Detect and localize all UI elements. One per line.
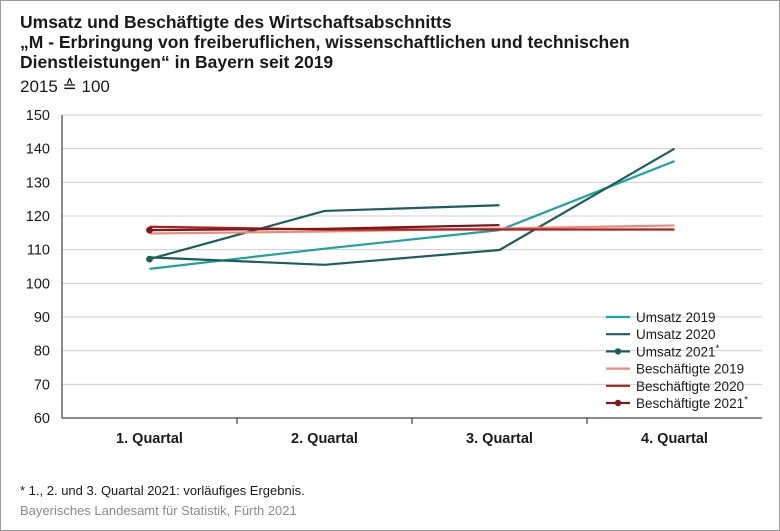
title-line-2: „M - Erbringung von freiberuflichen, wis… xyxy=(20,32,630,52)
x-category-label: 3. Quartal xyxy=(466,431,533,447)
y-tick-label: 140 xyxy=(26,142,50,158)
series-group xyxy=(146,147,676,270)
y-tick-label: 70 xyxy=(34,377,50,393)
source-note: Bayerisches Landesamt für Statistik, Für… xyxy=(20,503,297,518)
y-tick-label: 130 xyxy=(26,175,50,191)
chart-title: Umsatz und Beschäftigte des Wirtschaftsa… xyxy=(20,12,760,72)
x-category-label: 4. Quartal xyxy=(641,431,708,447)
legend-label: Umsatz 2021* xyxy=(636,343,720,359)
y-tick-label: 100 xyxy=(26,276,50,292)
legend-label: Beschäftigte 2019 xyxy=(636,362,744,377)
legend-marker xyxy=(614,348,622,355)
legend-label: Beschäftigte 2021* xyxy=(636,395,748,411)
title-line-1: Umsatz und Beschäftigte des Wirtschaftsa… xyxy=(20,12,452,32)
series-line-umsatz-2019 xyxy=(149,160,675,270)
grid-lines xyxy=(62,114,762,419)
legend-label: Umsatz 2020 xyxy=(636,327,716,342)
y-tick-label: 120 xyxy=(26,209,50,225)
chart-subtitle: 2015 ≙ 100 xyxy=(20,77,110,96)
y-tick-label: 60 xyxy=(34,411,50,427)
series-start-marker-beschäftigte-2021 xyxy=(146,226,153,234)
footnote-star: * xyxy=(744,395,748,406)
x-category-label: 2. Quartal xyxy=(291,431,358,447)
footnote-star: * xyxy=(716,343,720,354)
legend-label: Umsatz 2019 xyxy=(636,310,716,325)
legend-label: Beschäftigte 2020 xyxy=(636,379,744,394)
y-tick-label: 90 xyxy=(34,310,50,326)
x-axis: 1. Quartal 2. Quartal 3. Quartal 4. Quartal xyxy=(116,418,708,447)
legend-marker xyxy=(614,399,622,407)
series-start-marker-umsatz-2021 xyxy=(146,255,153,263)
y-tick-label: 110 xyxy=(27,243,50,259)
x-category-label: 1. Quartal xyxy=(116,431,183,447)
y-tick-label: 150 xyxy=(26,108,50,124)
footnote: * 1., 2. und 3. Quartal 2021: vorläufige… xyxy=(20,483,305,498)
series-line-beschäftigte-2020 xyxy=(149,225,675,231)
y-axis: 60 70 80 90 100 110 120 130 140 150 xyxy=(26,108,63,427)
series-line-beschäftigte-2021 xyxy=(149,223,500,232)
series-line-umsatz-2020 xyxy=(149,147,676,266)
y-tick-label: 80 xyxy=(34,344,50,360)
series-line-umsatz-2021 xyxy=(149,204,500,261)
title-line-3: Dienstleistungen“ in Bayern seit 2019 xyxy=(20,52,334,72)
